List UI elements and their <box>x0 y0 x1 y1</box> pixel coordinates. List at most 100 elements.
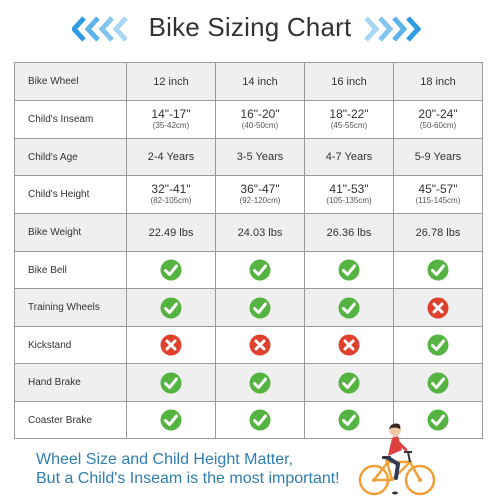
row-label: Child's Height <box>14 175 127 214</box>
table-cell: 24.03 lbs <box>215 213 305 252</box>
check-icon <box>160 259 182 281</box>
child-on-bike-illustration <box>358 420 438 498</box>
height-cm: (105-135cm) <box>326 196 372 205</box>
table-cell: 26.78 lbs <box>393 213 483 252</box>
height-cm: (115-145cm) <box>415 196 461 205</box>
table-cell <box>393 288 483 327</box>
inseam-inches: 18"-22" <box>329 107 369 121</box>
height-inches: 45"-57" <box>418 182 458 196</box>
table-cell <box>126 401 216 439</box>
left-chevrons-icon <box>72 16 138 42</box>
table-cell: 45"-57" (115-145cm) <box>393 175 483 214</box>
table-row-feature: Hand Brake <box>14 363 483 402</box>
check-icon <box>338 297 360 318</box>
height-inches: 41"-53" <box>329 182 369 196</box>
cross-icon <box>338 334 360 356</box>
inseam-cm: (35-42cm) <box>152 121 190 130</box>
check-icon <box>427 409 449 431</box>
check-icon <box>160 409 182 431</box>
row-label: Child's Age <box>14 138 127 176</box>
table-cell <box>304 251 394 289</box>
table-cell <box>393 363 483 402</box>
check-icon <box>160 372 182 393</box>
table-cell <box>215 401 305 439</box>
check-icon <box>427 259 449 281</box>
column-header: 14 inch <box>215 62 305 101</box>
inseam-inches: 16"-20" <box>240 107 280 121</box>
table-row-feature: Training Wheels <box>14 288 483 327</box>
height-cm: (92-120cm) <box>239 196 281 205</box>
column-header: 16 inch <box>304 62 394 101</box>
row-label: Coaster Brake <box>14 401 127 439</box>
table-cell: 3-5 Years <box>215 138 305 176</box>
footer-line-2: But a Child's Inseam is the most importa… <box>36 470 340 487</box>
table-row-feature: Bike Bell <box>14 251 483 289</box>
row-label: Kickstand <box>14 326 127 364</box>
sizing-table: Bike Wheel 12 inch 14 inch 16 inch 18 in… <box>14 62 483 439</box>
table-cell: 41"-53" (105-135cm) <box>304 175 394 214</box>
cross-icon <box>249 334 271 356</box>
row-label: Hand Brake <box>14 363 127 402</box>
inseam-cm: (50-60cm) <box>419 121 457 130</box>
check-icon <box>427 372 449 393</box>
row-label: Bike Bell <box>14 251 127 289</box>
check-icon <box>249 297 271 318</box>
table-cell <box>304 326 394 364</box>
check-icon <box>338 372 360 393</box>
column-header: 18 inch <box>393 62 483 101</box>
inseam-inches: 20"-24" <box>418 107 458 121</box>
table-row-feature: Kickstand <box>14 326 483 364</box>
height-inches: 36"-47" <box>240 182 280 196</box>
row-label: Child's Inseam <box>14 100 127 139</box>
inseam-cm: (45-55cm) <box>330 121 368 130</box>
inseam-cm: (40-50cm) <box>241 121 279 130</box>
footer-message: Wheel Size and Child Height Matter, But … <box>36 450 340 488</box>
check-icon <box>338 259 360 281</box>
row-label: Training Wheels <box>14 288 127 327</box>
table-row-feature: Coaster Brake <box>14 401 483 439</box>
table-cell <box>215 288 305 327</box>
cross-icon <box>160 334 182 356</box>
check-icon <box>249 259 271 281</box>
table-row-age: Child's Age 2-4 Years 3-5 Years 4-7 Year… <box>14 138 483 176</box>
table-row-wheel: Bike Wheel 12 inch 14 inch 16 inch 18 in… <box>14 62 483 101</box>
table-cell: 32"-41" (82-105cm) <box>126 175 216 214</box>
check-icon <box>249 372 271 393</box>
check-icon <box>338 409 360 431</box>
cross-icon <box>427 297 449 318</box>
height-inches: 32"-41" <box>151 182 191 196</box>
table-cell <box>215 251 305 289</box>
table-cell <box>304 363 394 402</box>
footer-line-1: Wheel Size and Child Height Matter, <box>36 451 294 468</box>
table-cell <box>126 363 216 402</box>
header: Bike Sizing Chart <box>0 0 500 60</box>
table-cell <box>304 288 394 327</box>
table-cell <box>215 326 305 364</box>
table-cell: 26.36 lbs <box>304 213 394 252</box>
table-cell <box>126 326 216 364</box>
column-header: 12 inch <box>126 62 216 101</box>
table-row-height: Child's Height 32"-41" (82-105cm) 36"-47"… <box>14 175 483 214</box>
table-row-weight: Bike Weight 22.49 lbs 24.03 lbs 26.36 lb… <box>14 213 483 252</box>
table-cell: 5-9 Years <box>393 138 483 176</box>
table-cell: 2-4 Years <box>126 138 216 176</box>
table-cell: 18"-22" (45-55cm) <box>304 100 394 139</box>
table-cell: 36"-47" (92-120cm) <box>215 175 305 214</box>
table-cell <box>215 363 305 402</box>
page-title: Bike Sizing Chart <box>148 12 352 42</box>
table-cell <box>304 401 394 439</box>
table-cell <box>393 401 483 439</box>
check-icon <box>160 297 182 318</box>
row-label: Bike Wheel <box>14 62 127 101</box>
table-cell: 4-7 Years <box>304 138 394 176</box>
table-cell: 22.49 lbs <box>126 213 216 252</box>
check-icon <box>249 409 271 431</box>
table-cell: 14"-17" (35-42cm) <box>126 100 216 139</box>
table-cell <box>126 288 216 327</box>
inseam-inches: 14"-17" <box>151 107 191 121</box>
table-cell: 20"-24" (50-60cm) <box>393 100 483 139</box>
table-cell: 16"-20" (40-50cm) <box>215 100 305 139</box>
table-row-inseam: Child's Inseam 14"-17" (35-42cm) 16"-20"(… <box>14 100 483 139</box>
table-cell <box>126 251 216 289</box>
height-cm: (82-105cm) <box>150 196 192 205</box>
